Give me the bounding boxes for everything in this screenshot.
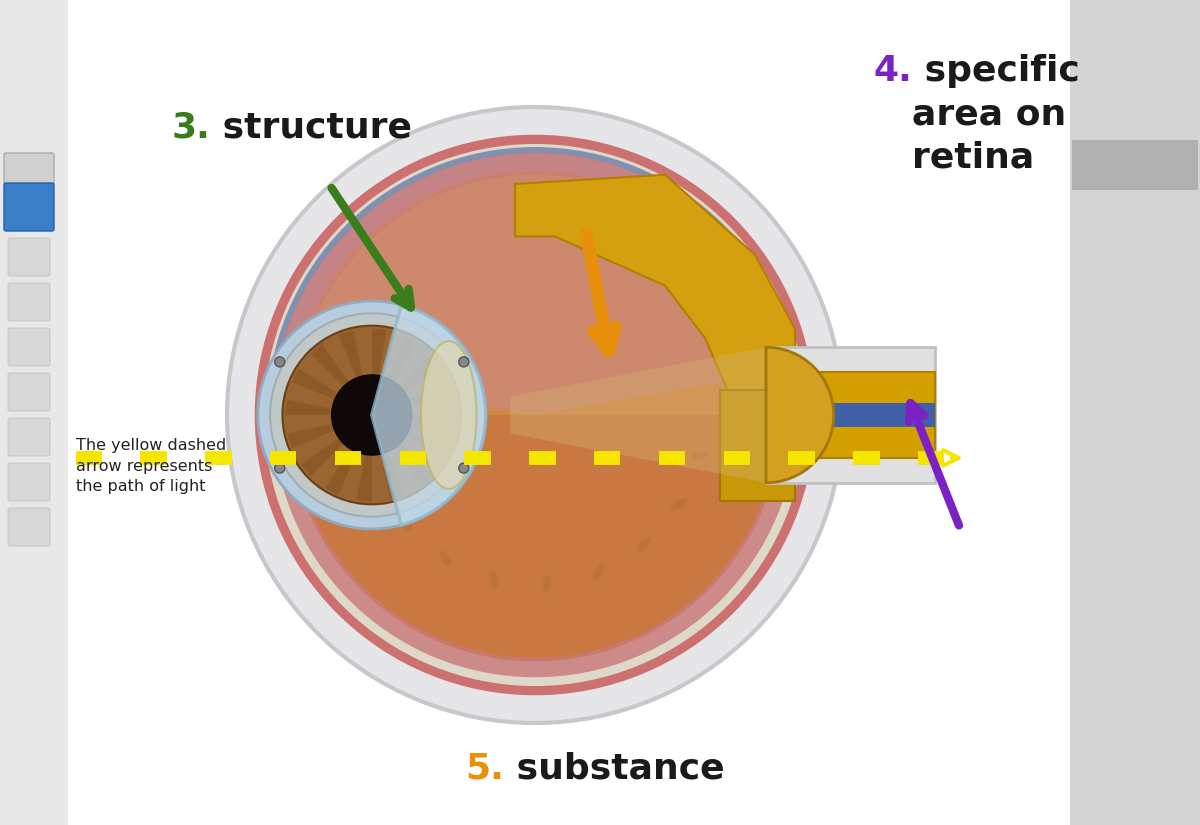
Ellipse shape	[490, 571, 498, 588]
Text: 4.: 4.	[874, 54, 912, 87]
Bar	[1070, 0, 1200, 825]
Wedge shape	[372, 305, 486, 525]
Polygon shape	[510, 347, 766, 483]
Wedge shape	[286, 400, 372, 415]
Wedge shape	[292, 369, 372, 415]
Wedge shape	[325, 415, 372, 495]
Wedge shape	[372, 354, 443, 415]
Wedge shape	[301, 415, 372, 476]
Circle shape	[282, 326, 461, 504]
Wedge shape	[372, 415, 451, 461]
Circle shape	[458, 357, 469, 367]
Bar	[781, 403, 936, 427]
Circle shape	[270, 314, 473, 516]
FancyBboxPatch shape	[8, 328, 50, 366]
Text: structure: structure	[210, 111, 412, 145]
Polygon shape	[720, 390, 796, 502]
Text: The yellow dashed
arrow represents
the path of light: The yellow dashed arrow represents the p…	[76, 438, 226, 494]
Bar	[1073, 140, 1198, 190]
Wedge shape	[338, 331, 372, 415]
Circle shape	[258, 301, 486, 529]
Ellipse shape	[439, 551, 451, 567]
Circle shape	[227, 107, 842, 723]
FancyBboxPatch shape	[8, 283, 50, 321]
Text: specific
area on
retina: specific area on retina	[912, 54, 1080, 175]
Wedge shape	[288, 415, 372, 448]
FancyBboxPatch shape	[8, 508, 50, 546]
Wedge shape	[372, 415, 458, 430]
FancyBboxPatch shape	[8, 463, 50, 501]
Circle shape	[458, 463, 469, 473]
Circle shape	[289, 168, 781, 662]
Bar	[0, 0, 68, 825]
FancyBboxPatch shape	[8, 238, 50, 276]
Circle shape	[275, 357, 284, 367]
Ellipse shape	[690, 451, 708, 460]
Wedge shape	[372, 328, 386, 415]
Bar	[68, 0, 1070, 825]
Wedge shape	[372, 415, 433, 486]
Bar	[766, 347, 936, 483]
FancyBboxPatch shape	[8, 373, 50, 411]
FancyBboxPatch shape	[4, 153, 54, 185]
Bar	[766, 372, 936, 458]
Ellipse shape	[671, 499, 686, 511]
Circle shape	[331, 375, 412, 455]
FancyBboxPatch shape	[4, 183, 54, 231]
Ellipse shape	[637, 537, 650, 552]
Wedge shape	[766, 347, 834, 483]
Text: 5.: 5.	[466, 752, 504, 786]
Ellipse shape	[398, 517, 413, 530]
Wedge shape	[268, 147, 803, 415]
Wedge shape	[372, 415, 404, 499]
Polygon shape	[515, 175, 796, 431]
Text: 3.: 3.	[172, 111, 210, 145]
FancyBboxPatch shape	[8, 418, 50, 456]
Circle shape	[275, 463, 284, 473]
Wedge shape	[372, 335, 418, 415]
Ellipse shape	[421, 341, 476, 489]
Ellipse shape	[542, 575, 551, 593]
Circle shape	[254, 134, 815, 695]
Circle shape	[264, 144, 806, 686]
Wedge shape	[277, 153, 793, 415]
Wedge shape	[295, 175, 775, 415]
Ellipse shape	[594, 563, 604, 581]
Wedge shape	[356, 415, 372, 502]
Text: substance: substance	[504, 752, 725, 786]
Wedge shape	[372, 382, 456, 415]
Wedge shape	[311, 344, 372, 415]
